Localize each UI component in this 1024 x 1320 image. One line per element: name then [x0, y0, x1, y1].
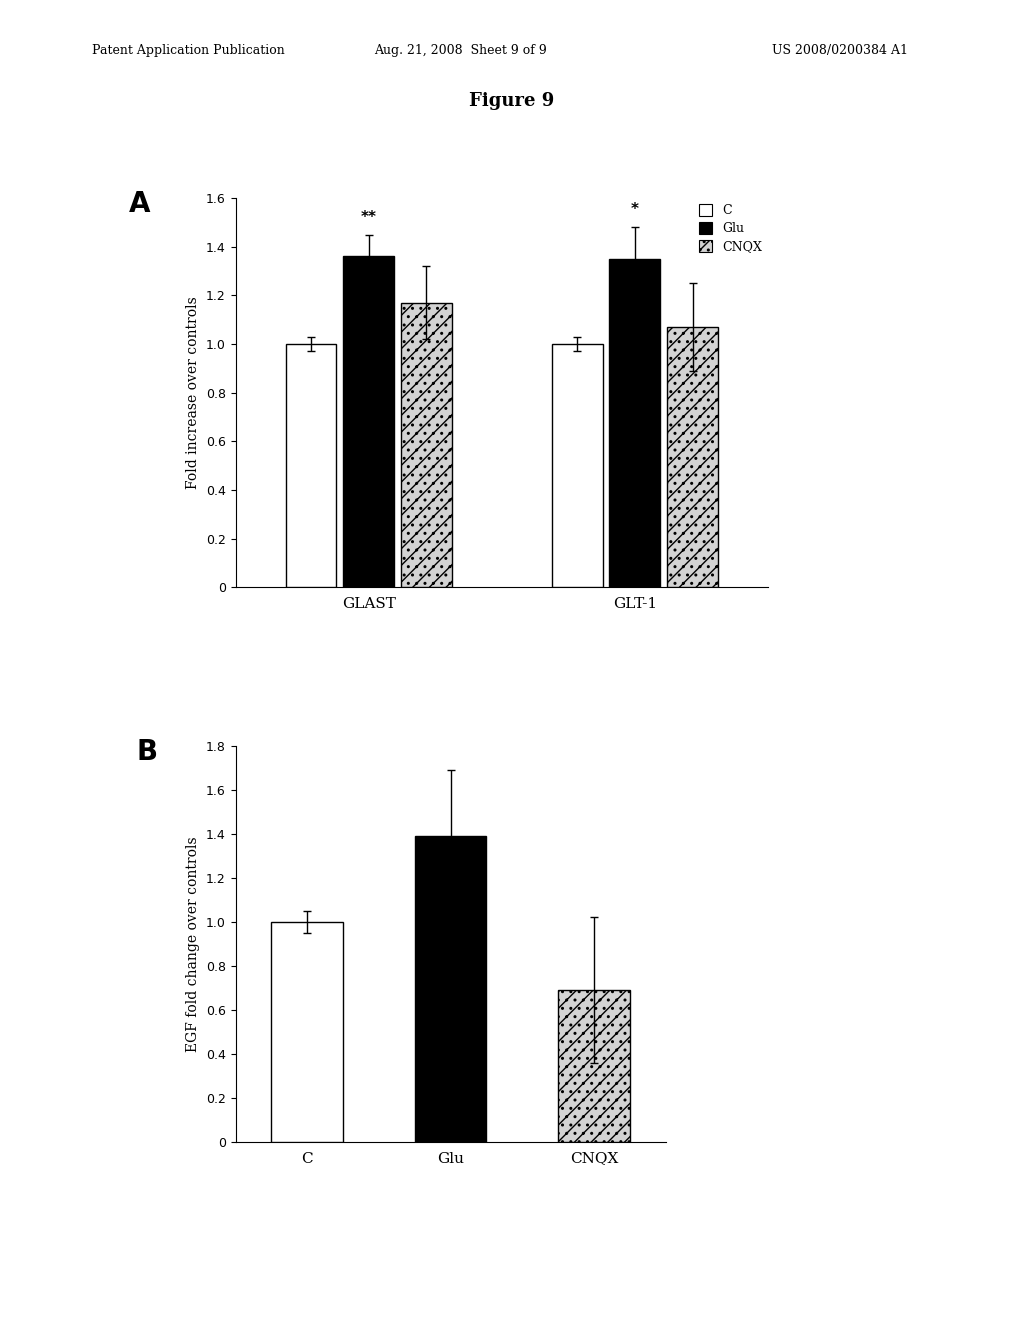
Y-axis label: Fold increase over controls: Fold increase over controls [186, 296, 201, 490]
Text: Figure 9: Figure 9 [469, 92, 555, 111]
Bar [609, 259, 660, 587]
Text: Patent Application Publication: Patent Application Publication [92, 44, 285, 57]
Bar [415, 836, 486, 1142]
Bar [343, 256, 394, 587]
Bar [668, 327, 718, 587]
Bar [271, 921, 343, 1142]
Text: *: * [631, 202, 639, 218]
Text: **: ** [360, 210, 377, 224]
Bar [286, 345, 336, 587]
Text: US 2008/0200384 A1: US 2008/0200384 A1 [772, 44, 907, 57]
Bar [552, 345, 602, 587]
Text: Aug. 21, 2008  Sheet 9 of 9: Aug. 21, 2008 Sheet 9 of 9 [375, 44, 547, 57]
Y-axis label: EGF fold change over controls: EGF fold change over controls [186, 836, 201, 1052]
Bar [401, 302, 452, 587]
Bar [558, 990, 630, 1142]
Legend: C, Glu, CNQX: C, Glu, CNQX [699, 205, 762, 253]
Text: A: A [129, 190, 151, 218]
Text: B: B [136, 738, 158, 766]
